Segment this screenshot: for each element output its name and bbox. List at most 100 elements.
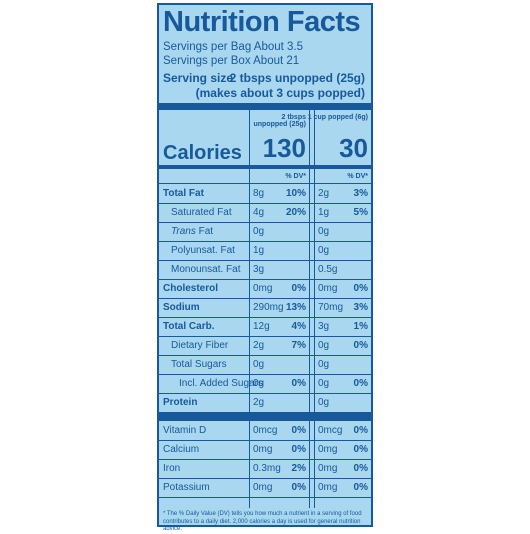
amount: 1g (318, 207, 330, 218)
daily-value: 0% (353, 482, 368, 493)
amount: 0mg (318, 283, 338, 294)
nutrition-label: Nutrition Facts Servings per Bag About 3… (157, 3, 373, 532)
daily-value: 0% (353, 283, 368, 294)
amount: 3g (318, 321, 330, 332)
serving-size-note: (makes about 3 cups popped) (195, 86, 365, 100)
daily-value: 0% (353, 444, 368, 455)
amount: 0g (318, 340, 330, 351)
rule (159, 355, 371, 356)
amount: 12g (253, 321, 270, 332)
nutrient-name: Total Sugars (171, 360, 227, 370)
dv-header: % DV* (285, 173, 306, 180)
daily-value: 0% (353, 378, 368, 389)
nutrient-name: Polyunsat. Fat (171, 245, 235, 256)
nutrient-name: Vitamin D (163, 426, 206, 436)
nutrient-name: Protein (163, 397, 198, 408)
nutrient-name: Potassium (163, 482, 210, 493)
daily-value: 13% (285, 302, 306, 313)
daily-value: 0% (291, 378, 306, 389)
daily-value: 7% (291, 340, 306, 351)
rule (159, 241, 371, 242)
rule (159, 478, 371, 479)
amount: 4g (253, 207, 265, 218)
daily-value: 3% (353, 302, 368, 313)
nutrient-name: Vitamin D (163, 425, 207, 436)
amount: 3g (253, 264, 265, 275)
nutrient-name: Incl. Added Sugars (179, 378, 263, 389)
daily-value: 1% (353, 321, 368, 332)
nutrient-name: Polyunsat. Fat (171, 246, 235, 256)
amount: 0mg (253, 482, 273, 493)
rule (159, 336, 371, 337)
nutrient-name: Trans Fat (171, 227, 213, 237)
column-header: 1 cup popped (6g) (307, 114, 368, 121)
footnote: * The % Daily Value (DV) tells you how m… (163, 511, 362, 532)
amount: 0.3mg (253, 463, 281, 474)
amount: 0mg (253, 283, 273, 294)
nutrient-name: Total Fat (163, 188, 204, 199)
rule (159, 393, 371, 394)
nutrient-name: Total Carb. (163, 322, 214, 332)
nutrient-name: Iron (163, 463, 181, 474)
amount: 0g (318, 378, 330, 389)
amount: 2g (253, 397, 265, 408)
amount: 290mg (253, 302, 284, 313)
daily-value: 3% (353, 188, 368, 199)
amount: 0mg (253, 444, 273, 455)
amount: 0g (318, 397, 330, 408)
daily-value: 0% (291, 444, 306, 455)
column-header: 2 tbsps unpopped (25g) (253, 114, 307, 128)
daily-value: 10% (285, 188, 306, 199)
nutrient-name: Total Carb. (163, 321, 215, 332)
nutrient-name: Calcium (163, 444, 200, 455)
amount: 0g (318, 226, 330, 237)
nutrient-name: Protein (163, 398, 197, 408)
rule (159, 298, 371, 299)
servings: Servings per Bag About 3.5 (163, 41, 304, 53)
rule (159, 374, 371, 375)
amount: 0g (253, 378, 265, 389)
nutrient-name: Dietary Fiber (171, 341, 228, 351)
amount: 0.5g (318, 264, 338, 275)
amount: 1g (253, 245, 265, 256)
rule (159, 497, 371, 498)
serving-size: 2 tbsps unpopped (25g) (229, 71, 365, 85)
amount: 70mg (318, 302, 344, 313)
nutrient-name: Saturated Fat (171, 207, 232, 218)
column-rule (309, 110, 310, 508)
rule (159, 222, 371, 223)
nutrient-name: Fat (198, 226, 214, 237)
daily-value: 5% (353, 207, 368, 218)
title: Nutrition Facts (163, 6, 361, 38)
nutrient-name: Total Fat (163, 189, 204, 199)
nutrient-name: Sodium (163, 302, 200, 313)
amount: 0g (253, 359, 265, 370)
rule (159, 459, 371, 460)
nutrient-name: Cholesterol (163, 284, 218, 294)
rule (159, 260, 371, 261)
amount: 8g (253, 188, 265, 199)
nutrient-name: Trans (171, 226, 196, 237)
daily-value: 0% (291, 482, 306, 493)
amount: 2g (253, 340, 265, 351)
amount: 0mg (318, 444, 338, 455)
divider (159, 103, 371, 110)
nutrient-name: Sodium (163, 303, 200, 313)
rule (159, 440, 371, 441)
nutrient-name: Incl. Added Sugars (179, 379, 263, 389)
rule (159, 279, 371, 280)
serving-size-label: Serving size (163, 71, 234, 85)
rule (159, 165, 371, 169)
daily-value: 0% (353, 340, 368, 351)
daily-value: 0% (291, 283, 306, 294)
column-rule (314, 110, 315, 508)
daily-value: 0% (291, 425, 306, 436)
amount: 2g (318, 188, 330, 199)
rule (159, 183, 371, 184)
daily-value: 4% (291, 321, 306, 332)
amount: 0g (253, 226, 265, 237)
calories-value: 30 (339, 133, 368, 163)
amount: 0g (318, 359, 330, 370)
daily-value: 2% (291, 463, 306, 474)
